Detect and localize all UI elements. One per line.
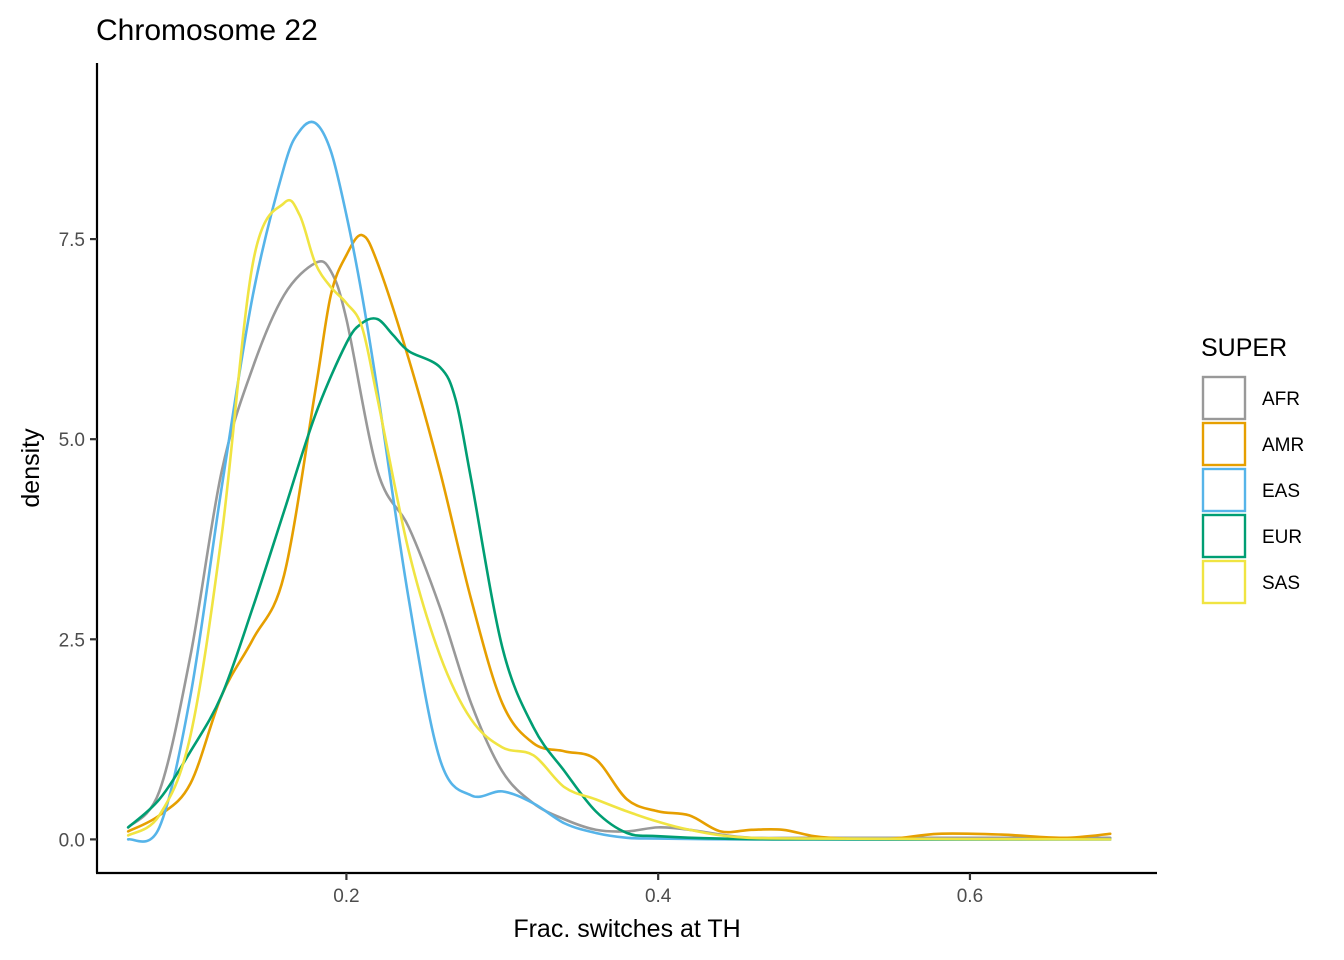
legend-label-amr: AMR xyxy=(1262,435,1304,456)
x-axis-title: Frac. switches at TH xyxy=(513,915,740,943)
y-tick-label: 2.5 xyxy=(59,630,85,651)
legend-label-afr: AFR xyxy=(1262,389,1300,410)
x-axis-ticks: 0.2 0.4 0.6 xyxy=(333,873,983,907)
legend-key-eur xyxy=(1201,513,1247,559)
density-line-eas xyxy=(126,120,1112,843)
density-line-afr xyxy=(126,260,1112,840)
legend-label-eas: EAS xyxy=(1262,481,1300,502)
legend-label-eur: EUR xyxy=(1262,527,1302,548)
y-tick-label: 0.0 xyxy=(59,830,85,851)
legend-key-eas xyxy=(1201,467,1247,513)
density-line-eur xyxy=(126,317,1112,841)
x-tick-label: 0.2 xyxy=(333,886,359,907)
x-tick-label: 0.4 xyxy=(645,886,672,907)
legend-key-amr xyxy=(1201,421,1247,467)
density-curves xyxy=(126,120,1112,843)
chart-title: Chromosome 22 xyxy=(96,14,318,47)
legend-title: SUPER xyxy=(1201,334,1287,362)
legend-label-sas: SAS xyxy=(1262,573,1300,594)
y-tick-label: 5.0 xyxy=(59,430,85,451)
legend: SUPER AFR AMR EAS EUR SAS xyxy=(1201,334,1304,605)
legend-key-sas xyxy=(1201,559,1247,605)
y-tick-label: 7.5 xyxy=(59,230,85,251)
x-tick-label: 0.6 xyxy=(957,886,983,907)
y-axis-ticks: 0.0 2.5 5.0 7.5 xyxy=(59,230,97,851)
density-line-sas xyxy=(126,198,1112,841)
legend-key-afr xyxy=(1201,375,1247,421)
y-axis-title: density xyxy=(17,428,45,508)
